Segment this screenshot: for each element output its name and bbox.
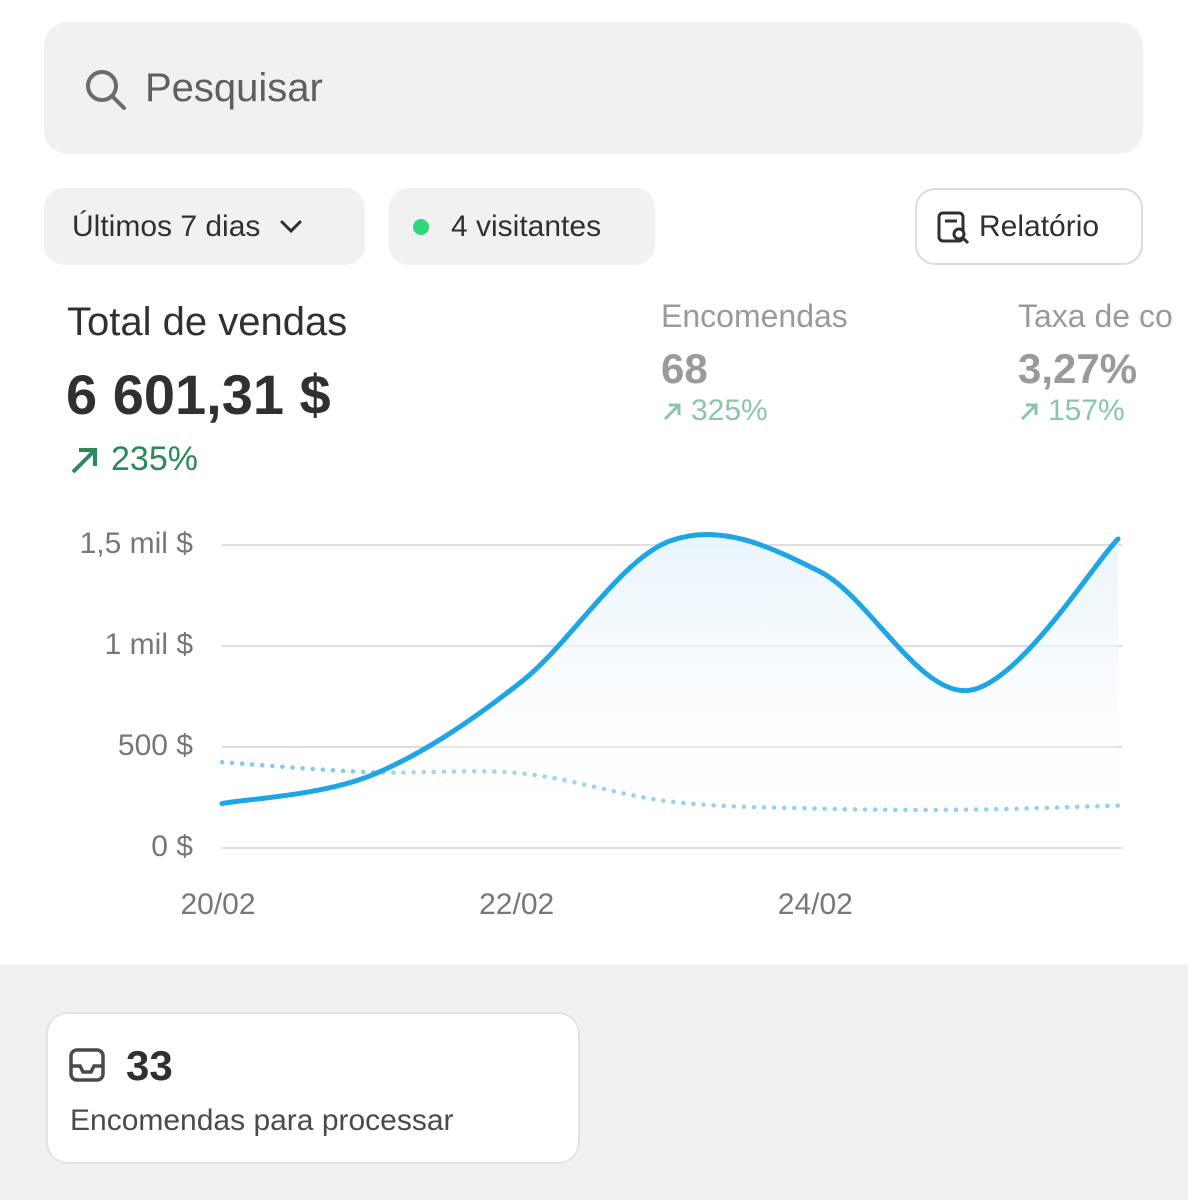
report-icon [937, 211, 970, 244]
sales-chart: 0 $ 500 $ 1 mil $ 1,5 mil $ 20/02 22/02 24/02 [80, 527, 1122, 921]
metric-change: 235% [67, 440, 198, 479]
y-tick-label: 0 $ [151, 830, 193, 863]
x-tick-label: 24/02 [778, 888, 853, 921]
visitors-label: 4 visitantes [451, 209, 602, 243]
search-bar[interactable]: Pesquisar [44, 22, 1143, 154]
x-tick-label: 22/02 [479, 888, 554, 921]
metric-change-text: 157% [1048, 394, 1125, 427]
period-button[interactable]: Últimos 7 dias [44, 188, 365, 265]
search-icon [86, 70, 126, 110]
visitors-button[interactable]: 4 visitantes [389, 188, 655, 265]
period-label: Últimos 7 dias [72, 209, 261, 243]
series-area [222, 534, 1118, 848]
metric-change-text: 325% [691, 394, 768, 427]
metric-value: 6 601,31 $ [66, 363, 331, 426]
metric-change: 325% [661, 394, 768, 428]
report-button[interactable]: Relatório [915, 188, 1143, 265]
report-label: Relatório [979, 209, 1100, 243]
orders-card[interactable]: 33 Encomendas para processar [46, 1012, 580, 1164]
metric-change-text: 235% [111, 440, 198, 478]
up-arrow [663, 403, 681, 421]
metric-label: Total de vendas [67, 300, 348, 344]
x-tick-label: 20/02 [180, 888, 255, 921]
inbox-icon [69, 1048, 105, 1082]
chevron-icon [280, 220, 302, 233]
y-tick-label: 1 mil $ [105, 628, 194, 661]
orders-count: 33 [126, 1042, 173, 1089]
series-line [219, 759, 1121, 813]
metric-value: 68 [661, 345, 708, 392]
up-arrow [1020, 403, 1038, 421]
up-arrow [71, 447, 97, 473]
y-tick-label: 500 $ [118, 729, 193, 762]
orders-label: Encomendas para processar [70, 1104, 454, 1137]
metric-value: 3,27% [1018, 345, 1138, 392]
y-tick-label: 1,5 mil $ [80, 527, 194, 560]
metric-change: 157% [1018, 394, 1125, 428]
metric-label: Taxa de co [1018, 298, 1173, 334]
status-dot [413, 218, 429, 235]
series-line [219, 531, 1121, 807]
search-placeholder: Pesquisar [145, 66, 323, 110]
metric-label: Encomendas [661, 298, 848, 334]
